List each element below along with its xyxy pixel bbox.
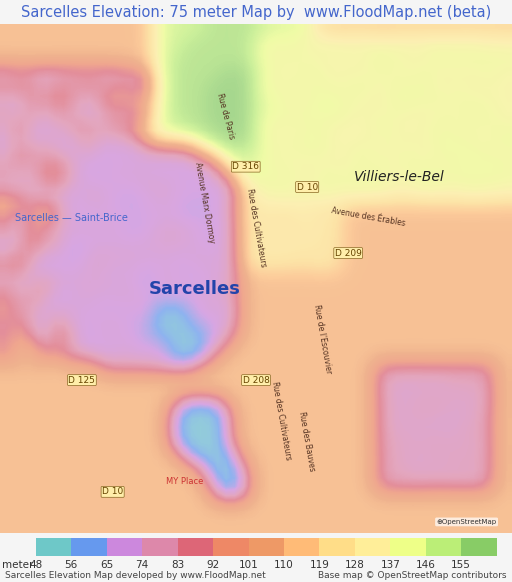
Text: Rue des Cultivateurs: Rue des Cultivateurs: [270, 381, 293, 461]
Bar: [36, 538, 71, 556]
Text: 56: 56: [65, 560, 78, 570]
Bar: [248, 538, 284, 556]
Bar: [106, 538, 142, 556]
Text: Avenue Marx Dormoy: Avenue Marx Dormoy: [193, 161, 217, 243]
Text: 101: 101: [239, 560, 259, 570]
Text: 65: 65: [100, 560, 113, 570]
Text: 137: 137: [380, 560, 400, 570]
Text: 146: 146: [416, 560, 436, 570]
Text: 74: 74: [136, 560, 149, 570]
Bar: [355, 538, 390, 556]
Text: D 10: D 10: [102, 487, 123, 496]
Text: D 10: D 10: [296, 183, 318, 191]
Text: D 209: D 209: [335, 249, 361, 258]
Text: ⊕OpenStreetMap: ⊕OpenStreetMap: [437, 519, 497, 525]
Text: 155: 155: [451, 560, 471, 570]
Text: Villiers-le-Bel: Villiers-le-Bel: [354, 170, 445, 184]
Bar: [426, 538, 461, 556]
Text: Sarcelles — Saint-Brice: Sarcelles — Saint-Brice: [15, 212, 128, 222]
Text: Base map © OpenStreetMap contributors: Base map © OpenStreetMap contributors: [318, 570, 507, 580]
Bar: [284, 538, 319, 556]
Text: 83: 83: [171, 560, 184, 570]
Bar: [390, 538, 426, 556]
Bar: [71, 538, 106, 556]
Text: D 316: D 316: [232, 162, 259, 171]
Text: Sarcelles Elevation: 75 meter Map by  www.FloodMap.net (beta): Sarcelles Elevation: 75 meter Map by www…: [21, 5, 491, 20]
Text: Rue des Cultivateurs: Rue des Cultivateurs: [245, 187, 267, 268]
Text: Rue de Paris: Rue de Paris: [215, 92, 236, 140]
Bar: [178, 538, 213, 556]
Text: 92: 92: [206, 560, 220, 570]
Bar: [461, 538, 497, 556]
Text: D 208: D 208: [243, 375, 269, 385]
Text: Sarcelles: Sarcelles: [148, 279, 241, 297]
Text: 119: 119: [309, 560, 329, 570]
Text: 128: 128: [345, 560, 365, 570]
Text: meter: meter: [2, 560, 33, 570]
Bar: [319, 538, 355, 556]
Text: MY Place: MY Place: [166, 477, 203, 486]
Text: 110: 110: [274, 560, 294, 570]
Text: D 125: D 125: [69, 375, 95, 385]
Text: Rue des Bauves: Rue des Bauves: [297, 410, 317, 471]
Bar: [213, 538, 248, 556]
Text: Avenue des Érables: Avenue des Érables: [331, 207, 407, 229]
Text: 48: 48: [29, 560, 42, 570]
Text: Rue de l'Escouvier: Rue de l'Escouvier: [312, 304, 333, 375]
Text: Sarcelles Elevation Map developed by www.FloodMap.net: Sarcelles Elevation Map developed by www…: [5, 570, 266, 580]
Bar: [142, 538, 178, 556]
